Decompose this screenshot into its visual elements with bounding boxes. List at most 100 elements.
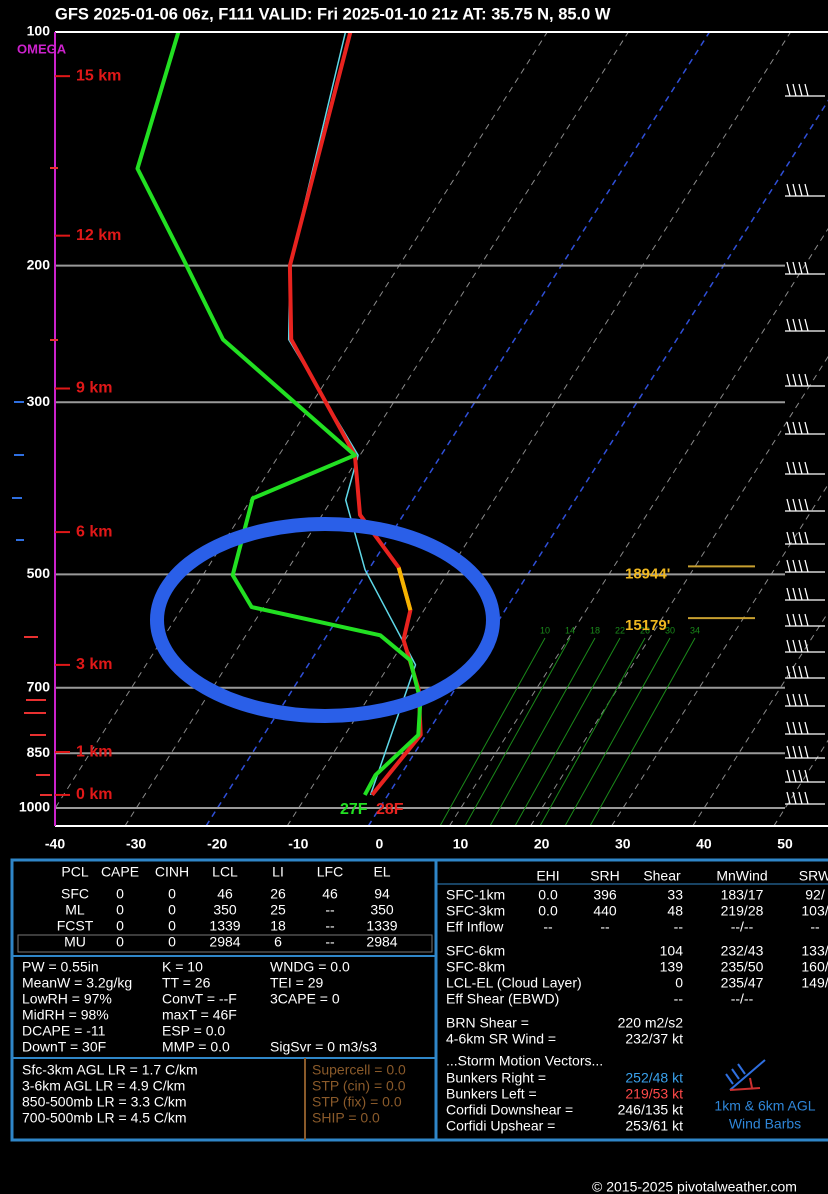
table-cell: 253/61 kt — [625, 1118, 683, 1134]
table-cell: 2984 — [209, 934, 240, 950]
column-header: SRW — [799, 868, 828, 884]
x-tick-label: -40 — [45, 836, 65, 852]
barb-flag — [792, 498, 797, 512]
barb-flag — [798, 261, 803, 275]
table-cell: -- — [600, 919, 610, 935]
height-label: 9 km — [76, 380, 112, 397]
mixing-ratio-line — [489, 637, 596, 826]
barb-flag — [792, 559, 797, 573]
table-cell: 103/ — [801, 903, 828, 919]
barb-flag — [786, 498, 791, 512]
barb-flag — [804, 531, 809, 545]
barb-flag — [792, 83, 797, 97]
barb-flag — [798, 791, 803, 805]
index-text: ConvT = --F — [162, 991, 237, 1007]
wind-barb — [785, 531, 825, 545]
barb-flag — [804, 769, 809, 783]
mixing-ratio-label: 22 — [615, 625, 625, 635]
mixing-ratio-label: 14 — [565, 625, 575, 635]
column-header: LCL — [212, 864, 238, 880]
row-label: SFC-6km — [446, 943, 505, 959]
barb-flag — [798, 745, 803, 759]
barb-flag — [786, 559, 791, 573]
column-header: LI — [272, 864, 284, 880]
table-cell: 1339 — [209, 918, 240, 934]
wind-barb — [785, 498, 825, 512]
barb-flag — [804, 745, 809, 759]
index-text: K = 10 — [162, 959, 203, 975]
x-tick-label: 20 — [534, 836, 550, 852]
table-cell: 350 — [370, 902, 394, 918]
table-cell: 94 — [374, 886, 390, 902]
column-header: EHI — [536, 868, 559, 884]
table-cell: 33 — [667, 887, 683, 903]
wind-barb — [785, 261, 825, 275]
omega-ticks — [12, 167, 58, 796]
table-cell: 0.0 — [538, 887, 558, 903]
table-cell: 104 — [660, 943, 684, 959]
barb-flag — [792, 183, 797, 197]
table-cell: 2984 — [366, 934, 397, 950]
barb-flag — [804, 261, 809, 275]
x-tick-label: 30 — [615, 836, 631, 852]
barb-legend-icon — [725, 1059, 766, 1091]
barb-flag — [792, 665, 797, 679]
barb-flag — [798, 318, 803, 332]
mu-row-box — [17, 934, 433, 953]
composite-index: SHIP = 0.0 — [312, 1110, 380, 1126]
table-cell: 48 — [667, 903, 683, 919]
table-cell: SFC — [61, 886, 89, 902]
row-label: Bunkers Left = — [446, 1086, 537, 1102]
composite-index: STP (fix) = 0.0 — [312, 1094, 402, 1110]
row-label: LCL-EL (Cloud Layer) — [446, 975, 582, 991]
composite-index: STP (cin) = 0.0 — [312, 1078, 406, 1094]
barb-flag — [804, 559, 809, 573]
table-cell: 246/135 kt — [618, 1102, 683, 1118]
y-tick-label: 1000 — [19, 799, 50, 815]
table-cell: --/-- — [731, 919, 754, 935]
barb-legend-text: Wind Barbs — [729, 1116, 801, 1132]
mixing-ratio-line — [514, 637, 621, 826]
barb-flag — [786, 769, 791, 783]
table-cell: 0 — [168, 918, 176, 934]
column-header: LFC — [317, 864, 343, 880]
barb-flag — [792, 745, 797, 759]
x-tick-label: 0 — [376, 836, 384, 852]
barb-flag — [786, 421, 791, 435]
barb-flag — [792, 613, 797, 627]
x-tick-label: -10 — [288, 836, 308, 852]
barb-flag — [786, 318, 791, 332]
barb-flag — [804, 693, 809, 707]
index-text: MeanW = 3.2g/kg — [22, 975, 132, 991]
x-tick-label: 40 — [696, 836, 712, 852]
isotherm — [286, 32, 792, 826]
y-tick-label: 700 — [27, 678, 51, 694]
wind-barb — [785, 587, 825, 601]
height-label: 0 km — [76, 786, 112, 803]
barb-flag — [786, 261, 791, 275]
table-cell: 220 m2/s2 — [618, 1015, 684, 1031]
barb-flag — [792, 373, 797, 387]
table-cell: -- — [543, 919, 553, 935]
footer: © 2015-2025 pivotalweather.com — [592, 1179, 797, 1194]
mixing-ratio-line — [464, 637, 571, 826]
table-cell: 18 — [270, 918, 286, 934]
wind-barb — [785, 83, 825, 97]
height-label: 3 km — [76, 656, 112, 673]
barb-flag — [792, 261, 797, 275]
barb-flag — [786, 373, 791, 387]
wind-barb — [785, 183, 825, 197]
barb-flag — [786, 83, 791, 97]
table-cell: -- — [810, 919, 820, 935]
barb-flag — [804, 498, 809, 512]
column-header: PCL — [61, 864, 88, 880]
isotherm — [448, 227, 828, 826]
row-label: Bunkers Right = — [446, 1070, 546, 1086]
barb-flag — [786, 693, 791, 707]
wind-barb — [785, 769, 825, 783]
table-cell: 0 — [116, 934, 124, 950]
barb-flag — [786, 665, 791, 679]
level-label: 15179' — [625, 617, 670, 634]
